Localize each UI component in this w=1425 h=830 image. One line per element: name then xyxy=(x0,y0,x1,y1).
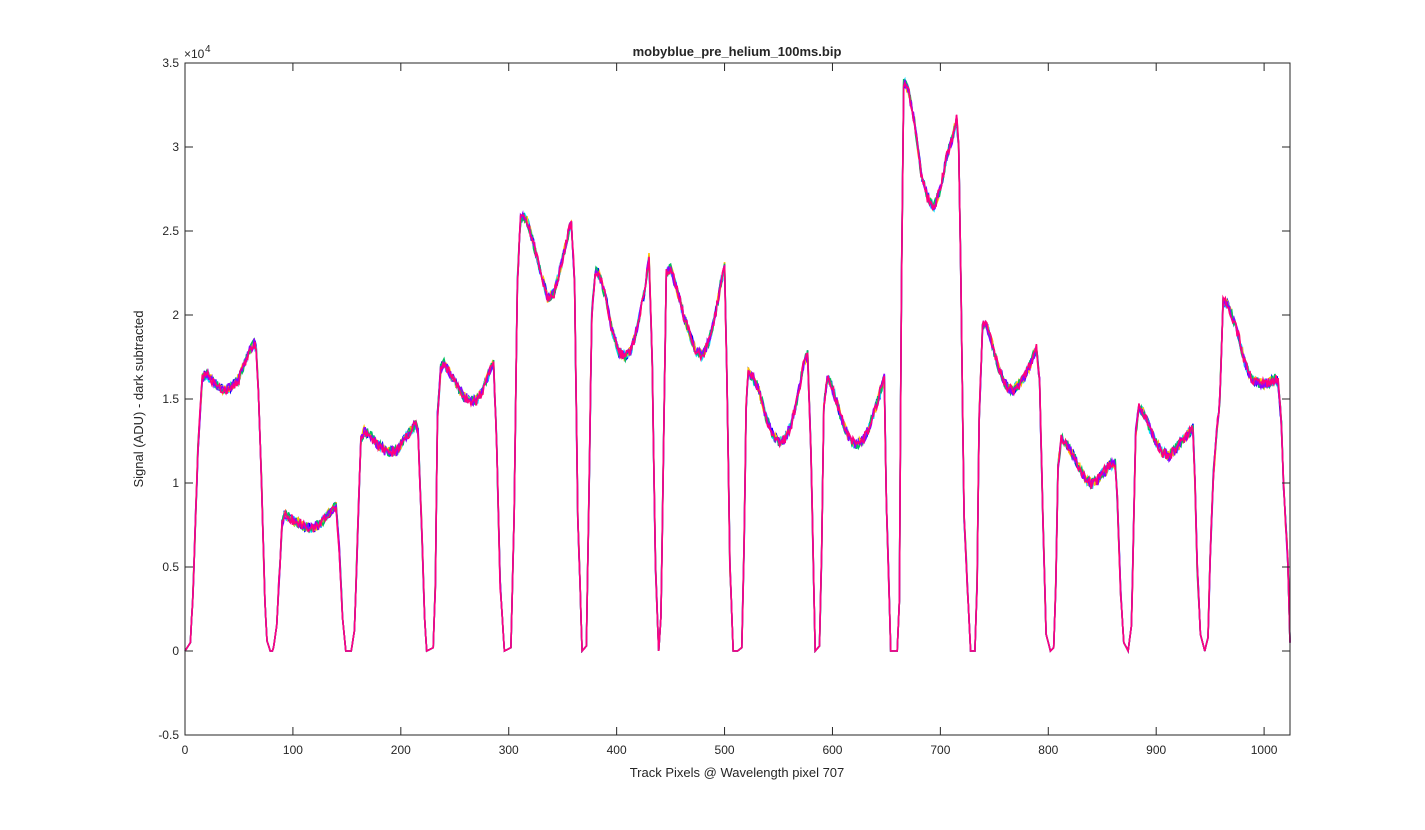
y-tick-label: 1.5 xyxy=(162,392,179,406)
y-exponent-base: ×10 xyxy=(184,47,205,61)
y-exponent-power: 4 xyxy=(205,44,211,55)
x-tick-label: 400 xyxy=(607,743,627,757)
series-line-6 xyxy=(184,81,1291,654)
y-axis-label: Signal (ADU) - dark subtracted xyxy=(131,310,146,487)
series-layer xyxy=(184,76,1291,654)
chart-title: mobyblue_pre_helium_100ms.bip xyxy=(633,44,842,59)
y-tick-label: -0.5 xyxy=(158,728,179,742)
x-tick-label: 500 xyxy=(715,743,735,757)
y-tick-label: 1 xyxy=(172,476,179,490)
y-tick-label: 0 xyxy=(172,644,179,658)
plot-box xyxy=(184,62,1291,736)
plot-area-background xyxy=(185,63,1290,735)
y-tick-label: 0.5 xyxy=(162,560,179,574)
y-tick-label: 3.5 xyxy=(162,56,179,70)
x-tick-label: 100 xyxy=(283,743,303,757)
x-tick-label: 800 xyxy=(1038,743,1058,757)
y-tick-label: 3 xyxy=(172,140,179,154)
y-exponent-label: ×10 4 xyxy=(184,44,211,61)
ticks-layer: 0 100 200 300 400 500 600 700 800 900 1000-0.500.5… xyxy=(158,56,1290,757)
x-tick-label: 1000 xyxy=(1251,743,1278,757)
x-axis-label: Track Pixels @ Wavelength pixel 707 xyxy=(630,765,845,780)
x-tick-label: 200 xyxy=(391,743,411,757)
x-tick-label: 600 xyxy=(822,743,842,757)
y-tick-label: 2.5 xyxy=(162,224,179,238)
y-tick-label: 2 xyxy=(172,308,179,322)
x-tick-label: 300 xyxy=(499,743,519,757)
x-tick-label: 700 xyxy=(930,743,950,757)
x-tick-label: 0 xyxy=(182,743,189,757)
x-tick-label: 900 xyxy=(1146,743,1166,757)
